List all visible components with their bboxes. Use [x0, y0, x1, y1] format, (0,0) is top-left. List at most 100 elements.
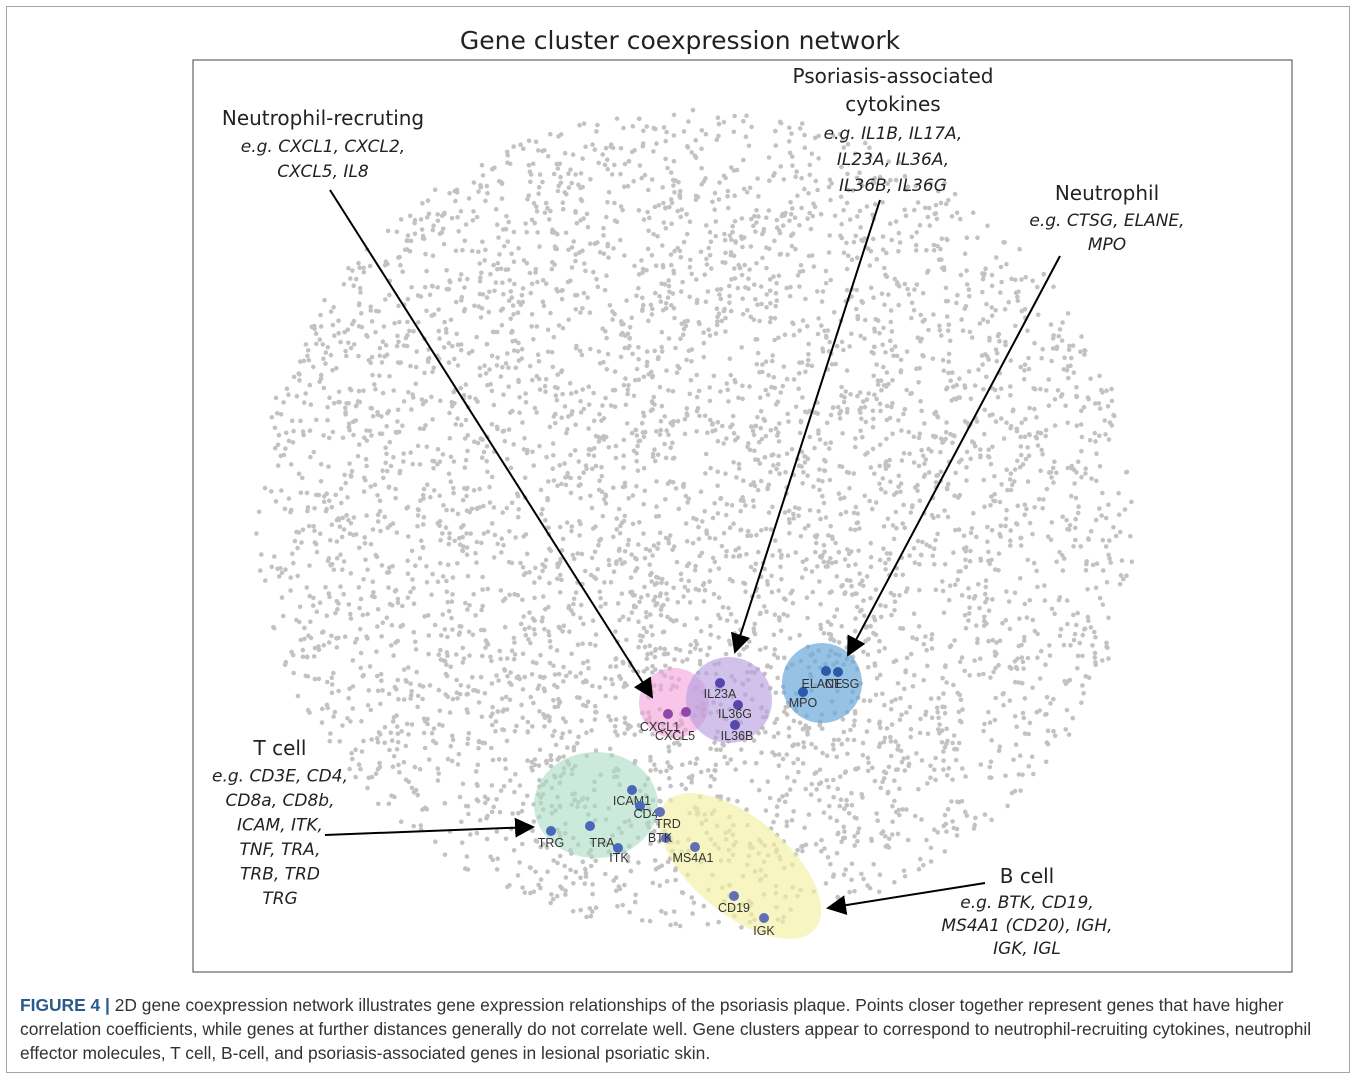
gene-point — [503, 836, 509, 842]
gene-point — [896, 160, 902, 165]
gene-point — [960, 328, 966, 334]
gene-point — [557, 590, 563, 595]
gene-point — [396, 762, 401, 768]
gene-point — [1012, 479, 1017, 484]
gene-point — [964, 465, 969, 470]
gene-point — [704, 223, 709, 228]
gene-point — [810, 253, 815, 258]
gene-point — [345, 716, 350, 721]
gene-point — [590, 891, 595, 897]
gene-point — [446, 340, 452, 346]
gene-point — [609, 172, 615, 177]
gene-point — [350, 268, 355, 273]
gene-point — [516, 507, 521, 512]
gene-point — [753, 561, 759, 567]
gene-point — [958, 697, 964, 703]
gene-point — [508, 316, 513, 322]
gene-point — [421, 716, 427, 721]
gene-point — [723, 260, 728, 266]
gene-point — [499, 196, 505, 201]
gene-point — [917, 587, 922, 593]
gene-point — [457, 794, 463, 800]
gene-point — [778, 555, 784, 560]
gene-point — [304, 490, 310, 496]
gene-point — [813, 549, 818, 555]
gene-point — [834, 343, 840, 349]
gene-point — [426, 211, 432, 217]
gene-point — [556, 671, 562, 677]
gene-point — [956, 740, 962, 746]
gene-highlight — [663, 709, 673, 719]
gene-point — [668, 617, 673, 622]
gene-point — [797, 371, 802, 376]
gene-point — [563, 719, 568, 725]
gene-point — [684, 406, 690, 411]
gene-point — [797, 720, 803, 725]
gene-point — [653, 290, 658, 296]
gene-point — [1003, 339, 1008, 345]
gene-point — [769, 573, 774, 579]
gene-point — [782, 799, 788, 805]
gene-point — [878, 378, 884, 383]
gene-point — [751, 504, 757, 509]
gene-point — [592, 717, 598, 722]
gene-point — [319, 630, 325, 635]
gene-point — [586, 666, 591, 671]
gene-point — [1048, 701, 1053, 706]
gene-point — [671, 112, 677, 118]
gene-point — [639, 175, 644, 181]
gene-point — [624, 637, 629, 643]
gene-point — [500, 280, 505, 286]
gene-point — [1092, 430, 1098, 436]
gene-point — [739, 925, 744, 930]
gene-point — [751, 480, 756, 485]
gene-point — [799, 449, 805, 455]
gene-point — [1074, 394, 1080, 400]
gene-point — [294, 529, 299, 535]
gene-point — [579, 551, 585, 557]
gene-point — [925, 731, 931, 737]
gene-point — [554, 397, 560, 403]
gene-point — [806, 812, 812, 817]
gene-point — [776, 228, 782, 233]
gene-point — [571, 596, 577, 602]
gene-point — [585, 224, 591, 230]
gene-point — [329, 522, 335, 527]
gene-point — [781, 612, 786, 617]
gene-point — [451, 485, 456, 491]
gene-point — [595, 284, 601, 290]
gene-point — [907, 451, 912, 457]
gene-point — [1106, 502, 1111, 508]
gene-point — [351, 283, 357, 289]
gene-point — [450, 737, 456, 743]
gene-point — [532, 220, 537, 226]
gene-point — [458, 385, 464, 391]
gene-point — [1007, 626, 1013, 632]
gene-point — [922, 205, 928, 211]
gene-point — [946, 351, 952, 357]
gene-point — [752, 213, 757, 219]
gene-point — [344, 513, 349, 518]
gene-point — [800, 761, 806, 766]
gene-point — [458, 683, 464, 688]
gene-point — [465, 607, 470, 612]
gene-point — [501, 784, 507, 789]
gene-point — [650, 880, 656, 886]
gene-point — [565, 470, 570, 476]
gene-point — [990, 412, 995, 417]
gene-point — [667, 289, 672, 295]
gene-point — [490, 757, 496, 763]
gene-point — [612, 369, 618, 374]
gene-point — [1036, 496, 1042, 502]
gene-point — [368, 707, 374, 713]
gene-point — [951, 550, 956, 555]
gene-point — [499, 180, 504, 185]
gene-point — [343, 405, 348, 411]
annotation-examples: IL23A, IL36A, — [837, 150, 949, 170]
gene-point — [680, 279, 685, 285]
gene-point — [560, 391, 565, 397]
gene-point — [962, 383, 967, 388]
gene-point — [862, 317, 868, 323]
annotation-examples: e.g. CTSG, ELANE, — [1029, 211, 1184, 231]
gene-point — [832, 614, 837, 619]
